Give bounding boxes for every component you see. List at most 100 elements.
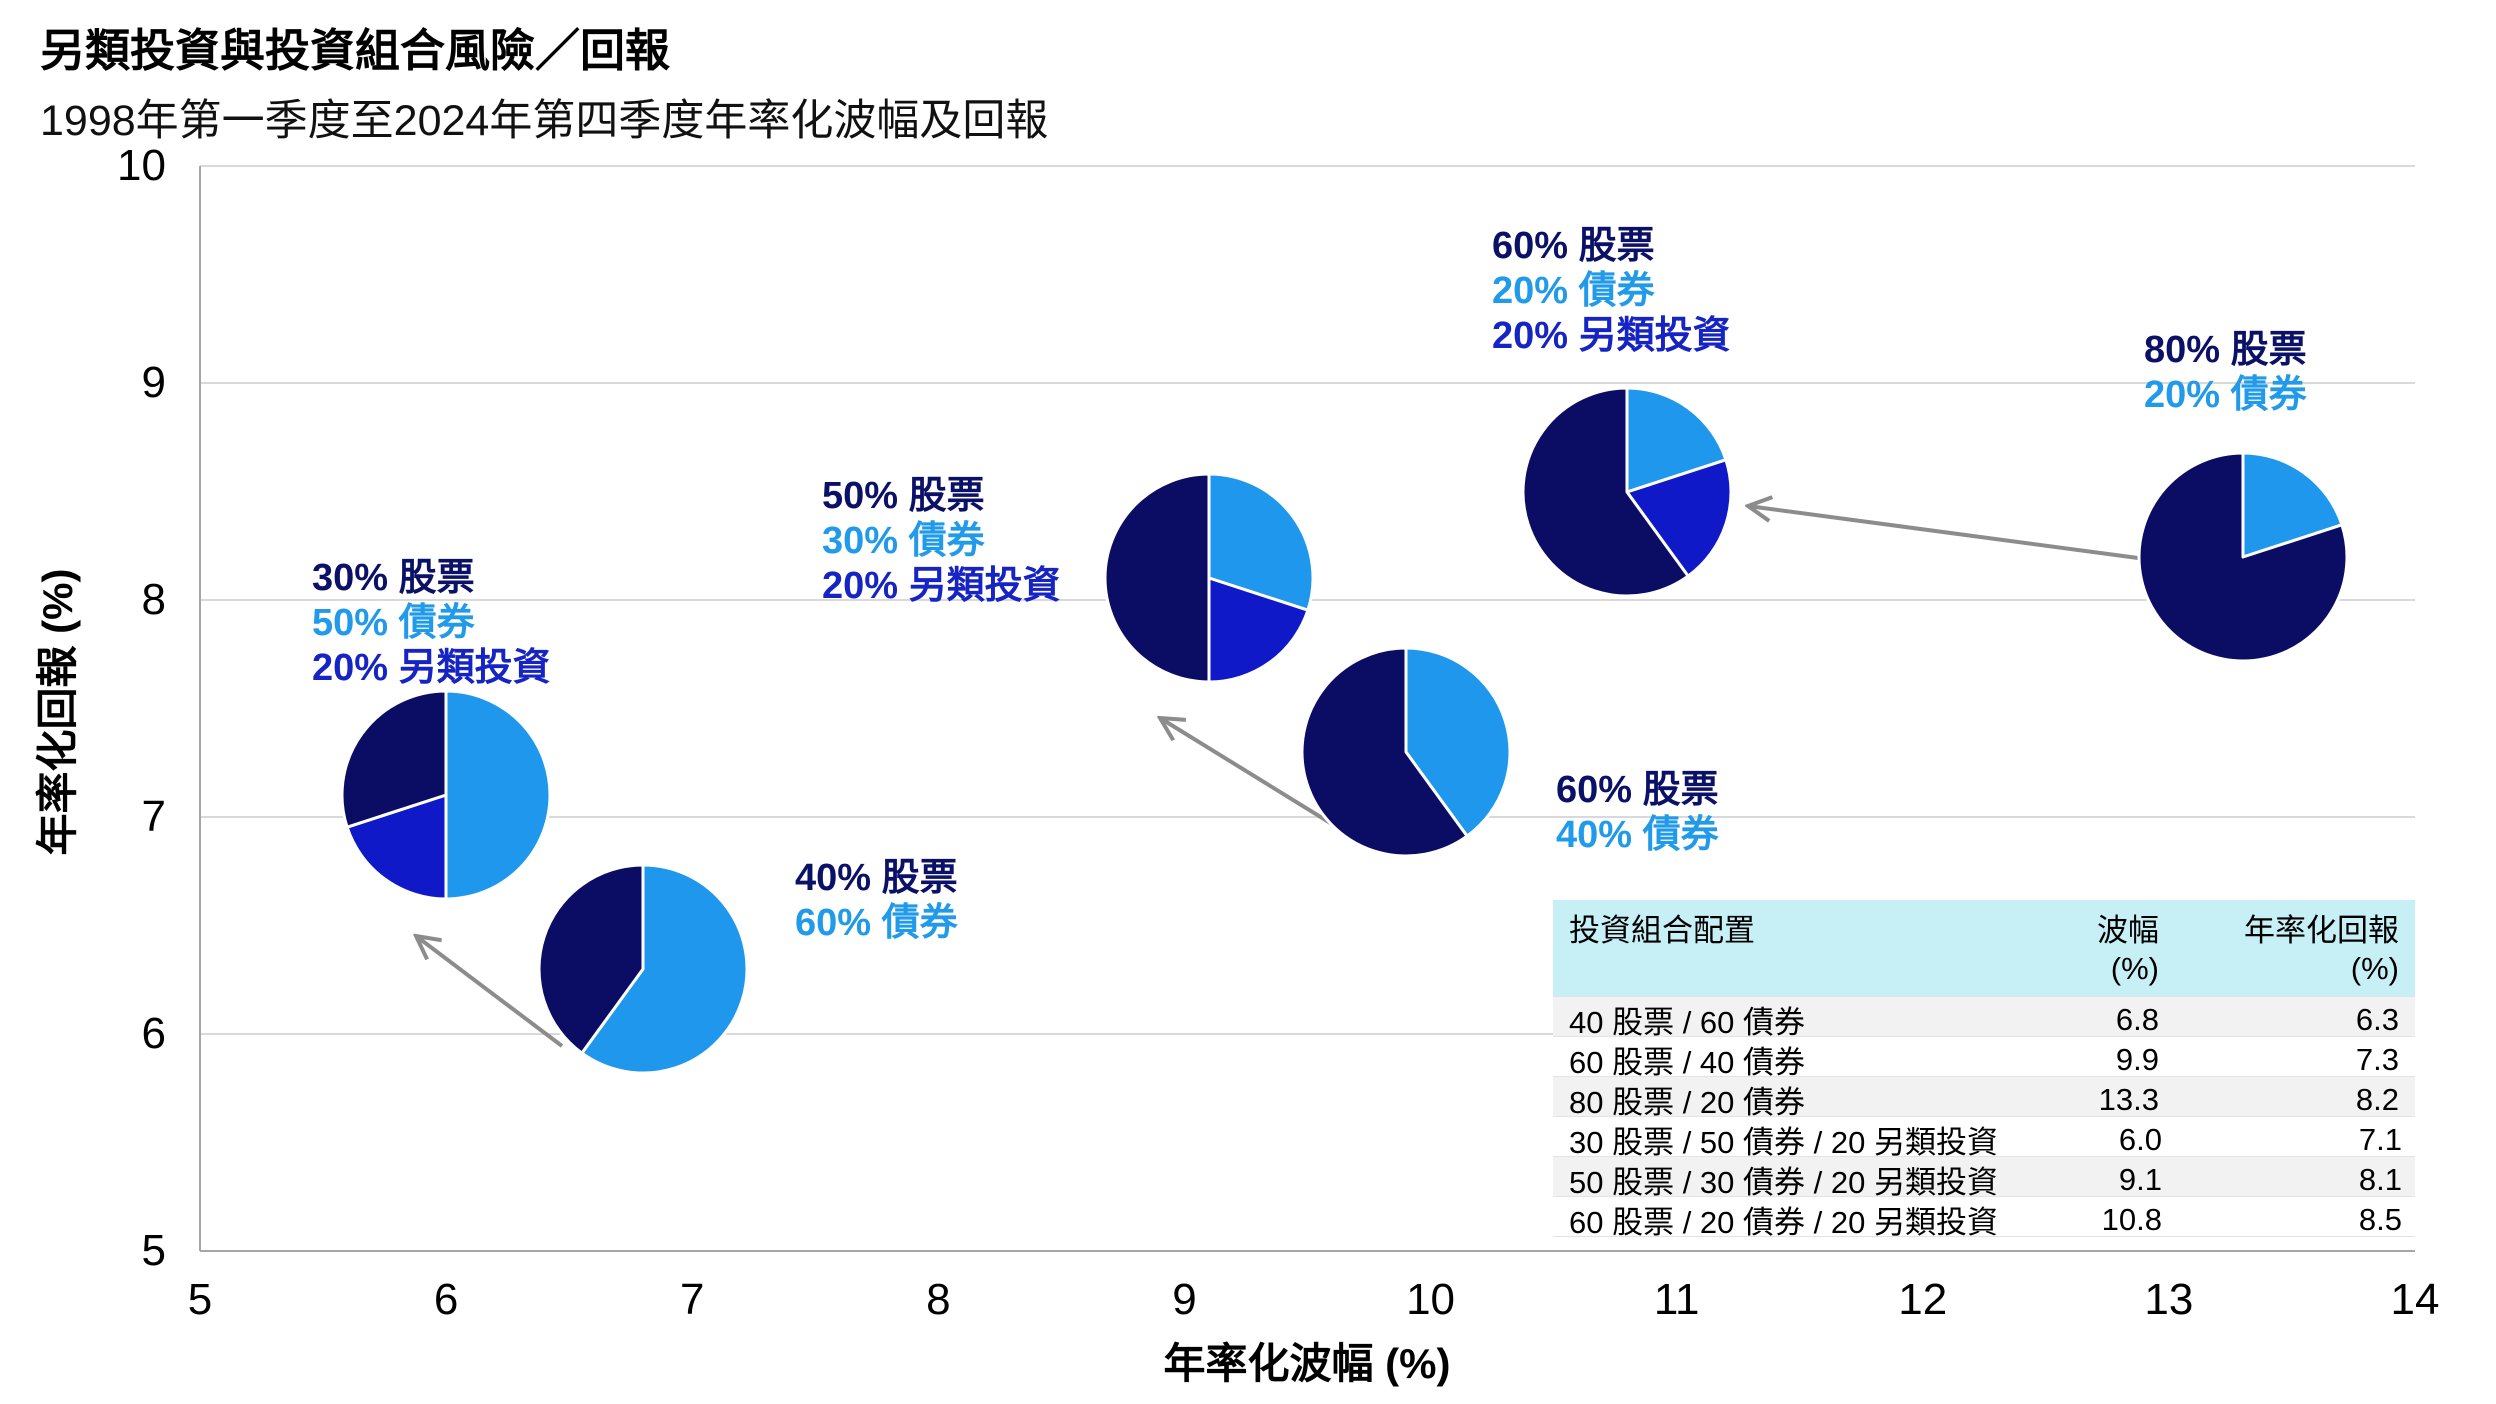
x-tick-label: 12 [1898, 1275, 1948, 1324]
chart-title: 另類投資與投資組合風險／回報 [40, 25, 671, 76]
pie-slice-alts [1625, 457, 1733, 578]
table-cell-allocation: 30 股票 / 50 債券 / 20 另類投資 [1569, 1125, 1998, 1160]
portfolio-label-5: 60% 股票 20% 債券 20% 另類投資 [1492, 224, 1731, 359]
portfolio-label-1: 30% 股票 50% 債券 20% 另類投資 [312, 556, 551, 691]
table-header-volatility-label: 波幅 [2097, 913, 2159, 948]
table-header-return-unit: (%) [2350, 951, 2399, 986]
portfolio-label-3: 50% 股票 30% 債券 20% 另類投資 [822, 474, 1061, 609]
table-cell-volatility: 9.9 [2115, 1041, 2159, 1077]
table-header-return-label: 年率化回報 [2244, 913, 2399, 948]
y-tick-label: 8 [141, 575, 166, 624]
portfolio-label-4: 60% 股票 40% 債券 [1556, 768, 1719, 858]
x-axis-line [200, 1250, 2415, 1252]
portfolio-label-line: 60% 債券 [795, 902, 958, 944]
table-header-volatility: 波幅 (%) [1995, 900, 2175, 996]
gridline-y-6 [200, 1033, 2415, 1035]
table-cell-allocation: 60 股票 / 20 債券 / 20 另類投資 [1569, 1205, 1998, 1240]
pie-slice-bonds [1207, 472, 1315, 612]
table-row: 40 股票 / 60 債券 6.8 6.3 [1553, 996, 2415, 1040]
table-cell-return: 8.1 [2358, 1161, 2402, 1197]
pie-slice-stocks [1521, 386, 1691, 597]
x-tick-label: 6 [433, 1275, 459, 1324]
table-row: 50 股票 / 30 債券 / 20 另類投資 9.1 8.1 [1553, 1156, 2415, 1200]
pie-slice-stocks [1300, 646, 1469, 858]
portfolio-label-line: 20% 另類投資 [312, 647, 551, 689]
portfolio-table: 投資組合配置 波幅 (%) 年率化回報 (%) 40 股票 / 60 債券 6.8… [1553, 900, 2415, 1240]
portfolio-label-line: 20% 另類投資 [822, 565, 1061, 607]
x-axis-title: 年率化波幅 (%) [1163, 1340, 1451, 1387]
table-row: 60 股票 / 20 債券 / 20 另類投資 10.8 8.5 [1553, 1196, 2415, 1240]
portfolio-label-line: 50% 債券 [312, 602, 475, 644]
portfolio-label-line: 20% 債券 [2144, 374, 2307, 416]
x-tick-label: 7 [679, 1275, 705, 1324]
x-tick-label: 5 [187, 1275, 213, 1324]
table-header-return: 年率化回報 (%) [2175, 900, 2415, 996]
portfolio-label-line: 60% 股票 [1556, 769, 1719, 811]
table-cell-return: 8.5 [2358, 1201, 2402, 1237]
gridline-y-10 [200, 165, 2415, 167]
x-tick-label: 9 [1172, 1275, 1197, 1324]
table-row: 30 股票 / 50 債券 / 20 另類投資 6.0 7.1 [1553, 1116, 2415, 1160]
y-tick-label: 9 [141, 358, 166, 407]
table-cell-allocation: 80 股票 / 20 債券 [1569, 1085, 1806, 1120]
x-tick-label: 11 [1653, 1275, 1700, 1324]
y-tick-label: 5 [141, 1226, 166, 1275]
y-axis-line [199, 166, 201, 1251]
portfolio-label-line: 50% 股票 [822, 475, 985, 517]
pie-slice-stocks [340, 689, 448, 829]
portfolio-label-line: 40% 債券 [1556, 814, 1719, 856]
table-cell-return: 7.1 [2358, 1121, 2402, 1157]
table-header-allocation-label: 投資組合配置 [1569, 913, 1755, 948]
x-tick-label: 10 [1406, 1275, 1456, 1324]
portfolio-pie-6 [2137, 451, 2349, 663]
portfolio-pie-3 [1103, 472, 1315, 684]
portfolio-label-2: 40% 股票 60% 債券 [795, 856, 958, 946]
pie-slice-stocks [537, 863, 645, 1055]
portfolio-pie-4 [1300, 646, 1512, 858]
table-cell-return: 8.2 [2355, 1081, 2399, 1117]
table-cell-allocation: 50 股票 / 30 債券 / 20 另類投資 [1569, 1165, 1998, 1200]
portfolio-label-line: 20% 債券 [1492, 270, 1655, 312]
pie-slice-bonds [1404, 646, 1512, 838]
table-cell-volatility: 9.1 [2118, 1161, 2162, 1197]
portfolio-label-line: 40% 股票 [795, 857, 958, 899]
pie-slice-stocks [2137, 451, 2349, 663]
portfolio-label-line: 60% 股票 [1492, 225, 1655, 267]
chart-subtitle: 1998年第一季度至2024年第四季度年率化波幅及回報 [40, 97, 1049, 145]
x-tick-label: 13 [2144, 1275, 2194, 1324]
table-cell-volatility: 13.3 [2098, 1081, 2159, 1117]
pie-slice-alts [1207, 576, 1310, 684]
table-row: 80 股票 / 20 債券 13.3 8.2 [1553, 1076, 2415, 1120]
portfolio-pie-2 [537, 863, 749, 1075]
table-body: 40 股票 / 60 債券 6.8 6.3 60 股票 / 40 債券 9.9 7.3 80… [1553, 996, 2415, 1240]
portfolio-label-6: 80% 股票 20% 債券 [2144, 328, 2307, 418]
portfolio-label-line: 30% 股票 [312, 557, 475, 599]
pie-slice-bonds [580, 863, 749, 1075]
x-tick-label: 14 [2390, 1275, 2440, 1324]
pie-slice-alts [345, 793, 448, 901]
pie-slice-bonds [444, 689, 552, 901]
pie-slice-bonds [1625, 386, 1728, 493]
table-cell-allocation: 40 股票 / 60 債券 [1569, 1005, 1806, 1040]
table-cell-allocation: 60 股票 / 40 債券 [1569, 1045, 1806, 1080]
portfolio-label-line: 80% 股票 [2144, 329, 2307, 371]
pie-slice-stocks [1103, 472, 1211, 684]
y-tick-label: 10 [117, 141, 166, 190]
table-row: 60 股票 / 40 債券 9.9 7.3 [1553, 1036, 2415, 1080]
table-cell-return: 6.3 [2355, 1001, 2399, 1037]
table-cell-volatility: 10.8 [2101, 1201, 2162, 1237]
portfolio-pie-5 [1521, 386, 1733, 597]
table-cell-return: 7.3 [2355, 1041, 2399, 1077]
y-tick-label: 6 [141, 1009, 166, 1058]
portfolio-label-line: 30% 債券 [822, 520, 985, 562]
table-cell-volatility: 6.0 [2118, 1121, 2162, 1157]
x-tick-label: 8 [926, 1275, 951, 1324]
pie-slice-bonds [2241, 451, 2344, 559]
gridline-y-9 [200, 382, 2415, 384]
portfolio-pie-1 [340, 689, 552, 901]
table-cell-volatility: 6.8 [2115, 1001, 2159, 1037]
portfolio-label-line: 20% 另類投資 [1492, 315, 1731, 357]
table-header-row: 投資組合配置 波幅 (%) 年率化回報 (%) [1553, 900, 2415, 996]
y-tick-label: 7 [141, 792, 166, 841]
table-header-allocation: 投資組合配置 [1553, 900, 1995, 996]
